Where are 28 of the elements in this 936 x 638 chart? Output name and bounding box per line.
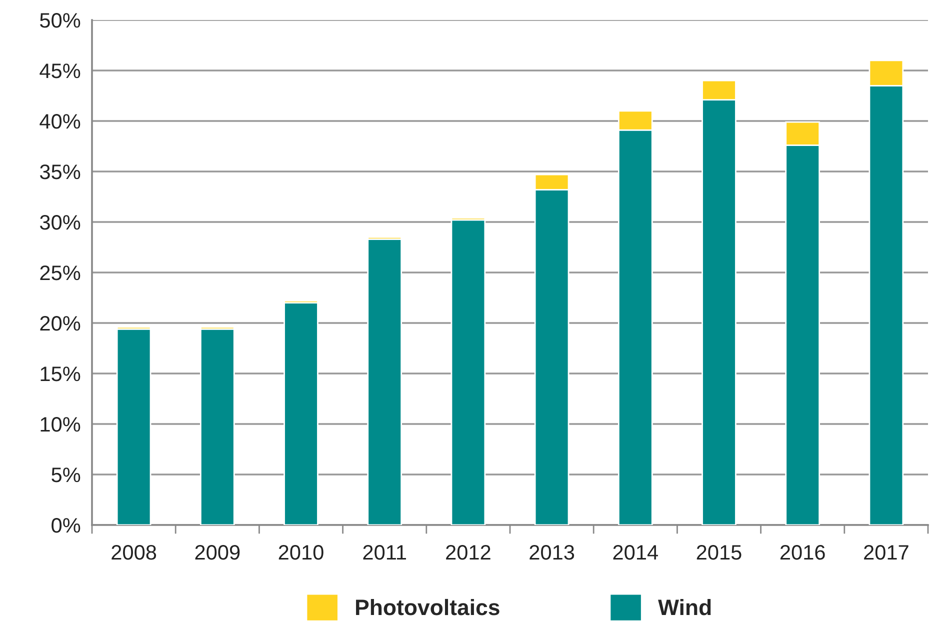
x-tick-label: 2010 xyxy=(278,544,324,560)
y-tick-label: 15% xyxy=(40,366,80,382)
x-tick-label: 2008 xyxy=(112,544,156,560)
x-tick-label: 2013 xyxy=(530,544,574,560)
legend-label: Photovoltaics xyxy=(356,598,500,616)
y-tick-label: 20% xyxy=(40,316,80,331)
bar xyxy=(450,219,486,525)
bar xyxy=(284,302,318,525)
x-tick-label: 2015 xyxy=(696,544,742,560)
y-tick-label: 5% xyxy=(52,468,80,482)
y-tick-label: 10% xyxy=(40,417,80,432)
bar xyxy=(367,238,402,525)
x-tick-label: 2014 xyxy=(613,544,658,560)
x-tick-label: 2012 xyxy=(446,544,490,560)
y-tick-label: 40% xyxy=(40,114,80,129)
y-tick-label: 45% xyxy=(40,64,80,78)
x-tick-label: 2011 xyxy=(363,544,406,560)
x-tick-label: 2009 xyxy=(195,544,240,560)
y-tick-label: 30% xyxy=(40,215,80,230)
x-tick-label: 2017 xyxy=(864,544,908,560)
y-tick-label: 0% xyxy=(52,518,80,533)
x-tick-label: 2016 xyxy=(780,544,825,560)
legend-label: Wind xyxy=(658,598,711,616)
y-tick-label: 35% xyxy=(40,164,80,180)
y-tick-label: 50% xyxy=(40,13,80,28)
y-tick-label: 25% xyxy=(40,266,80,280)
bar xyxy=(200,328,235,525)
bar xyxy=(116,328,152,525)
